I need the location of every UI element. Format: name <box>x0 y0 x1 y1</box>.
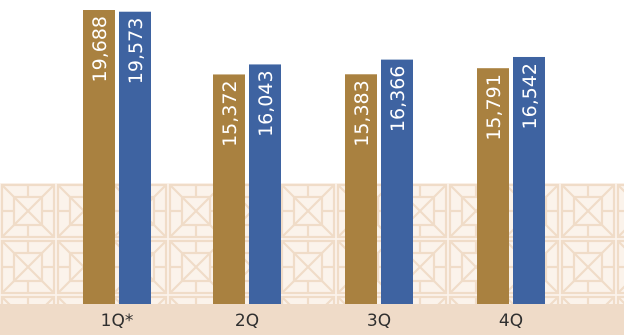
x-tick-label-3: 4Q <box>499 311 523 331</box>
data-label-series1-2: 15,383 <box>351 80 373 146</box>
bar-series2-1 <box>249 64 281 304</box>
bar-series1-0 <box>83 10 115 304</box>
data-label-series1-1: 15,372 <box>219 80 241 146</box>
data-label-series2-0: 19,573 <box>125 18 147 84</box>
bars-layer <box>83 10 545 305</box>
x-axis-ticks: 1Q* 2Q 3Q 4Q <box>101 311 523 331</box>
bar-series2-0 <box>119 11 151 305</box>
data-label-series2-2: 16,366 <box>387 66 409 132</box>
x-tick-label-0: 1Q* <box>101 311 134 331</box>
bar-series1-1 <box>213 74 245 305</box>
data-label-series1-0: 19,688 <box>89 16 111 82</box>
bar-series2-3 <box>513 56 545 305</box>
bar-series2-2 <box>381 59 413 305</box>
data-label-series2-3: 16,542 <box>519 63 541 129</box>
data-label-series1-3: 15,791 <box>483 74 505 140</box>
data-label-series2-1: 16,043 <box>255 70 277 136</box>
x-tick-label-2: 3Q <box>367 311 391 331</box>
bar-series1-2 <box>345 74 377 304</box>
axis-band <box>0 304 624 335</box>
bar-series1-3 <box>477 68 509 304</box>
labels-layer: 19,688 19,573 15,372 16,043 15,383 16,366 15,7… <box>89 16 541 147</box>
x-tick-label-1: 2Q <box>235 311 259 331</box>
